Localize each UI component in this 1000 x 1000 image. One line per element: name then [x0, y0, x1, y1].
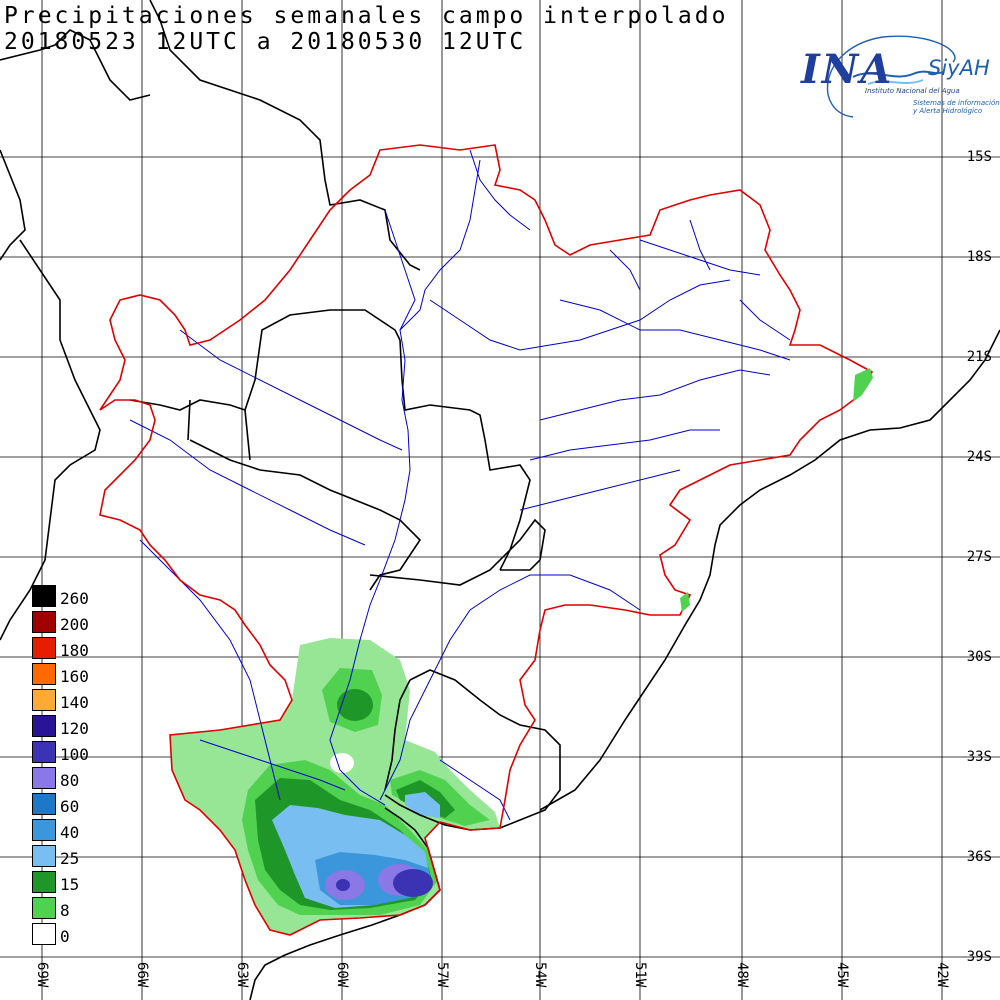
precip-patch-coast-north — [853, 368, 873, 402]
border-uruguay-argentina — [384, 679, 411, 791]
latitude-label: 36S — [966, 849, 992, 865]
latitude-label: 15S — [966, 149, 992, 165]
latitude-label: 39S — [966, 949, 992, 965]
longitude-label: 63W — [234, 962, 250, 988]
legend-swatch — [32, 923, 56, 945]
legend-swatch — [32, 637, 56, 659]
longitude-label: 54W — [532, 962, 548, 988]
legend-swatch — [32, 871, 56, 893]
legend-label: 120 — [60, 719, 89, 738]
legend-label: 160 — [60, 667, 89, 686]
legend-swatch — [32, 585, 56, 607]
legend-label: 25 — [60, 849, 80, 868]
precipitation-field — [170, 638, 500, 935]
border-bolivia-paraguay — [129, 309, 401, 412]
legend-label: 80 — [60, 771, 80, 790]
logo-tagline: Sistemas de información y Alerta Hidroló… — [913, 99, 1000, 115]
border-brazil-uruguay — [409, 669, 561, 829]
border-peru-bolivia — [149, 0, 421, 271]
latitude-label: 33S — [966, 749, 992, 765]
river-grande — [559, 299, 791, 361]
legend-swatch — [32, 819, 56, 841]
map-date-range: 20180523 12UTC a 20180530 12UTC — [4, 29, 527, 55]
precip-spot-100mm-small — [336, 879, 350, 891]
longitude-label: 66W — [134, 962, 150, 988]
river-parana-main — [329, 209, 416, 806]
legend-swatch — [32, 689, 56, 711]
longitude-label: 69W — [34, 962, 50, 988]
legend-label: 260 — [60, 589, 89, 608]
precip-patch-coast-south — [680, 592, 690, 612]
legend-swatch — [32, 611, 56, 633]
legend-swatch — [32, 663, 56, 685]
longitude-label: 60W — [334, 962, 350, 988]
longitude-label: 42W — [934, 962, 950, 988]
logo-siyah-text: SiyAH — [928, 56, 990, 80]
longitude-label: 57W — [434, 962, 450, 988]
latitude-label: 30S — [966, 649, 992, 665]
border-peru-coast — [0, 149, 26, 261]
river-iguazu — [519, 469, 681, 511]
map-title: Precipitaciones semanales campo interpol… — [4, 3, 729, 29]
legend-label: 0 — [60, 927, 70, 946]
precip-zone-dry — [330, 753, 354, 773]
logo-ina-text: INA — [801, 46, 894, 93]
river-paraguay — [399, 159, 481, 331]
logo-subtitle: Instituto Nacional del Agua — [865, 87, 960, 95]
legend-swatch — [32, 767, 56, 789]
legend-label: 140 — [60, 693, 89, 712]
river-pardo — [639, 239, 761, 276]
legend-label: 180 — [60, 641, 89, 660]
legend-swatch — [32, 845, 56, 867]
border-argentina-brazil — [369, 518, 546, 586]
legend-swatch — [32, 793, 56, 815]
latitude-label: 24S — [966, 449, 992, 465]
river-grande-north — [469, 149, 531, 231]
river-paranapanema — [529, 429, 720, 461]
legend-label: 60 — [60, 797, 80, 816]
rivers — [129, 149, 791, 821]
border-argentina-paraguay — [189, 439, 422, 591]
legend-label: 8 — [60, 901, 70, 920]
legend-swatch — [32, 715, 56, 737]
logo-swoosh-icon — [826, 35, 956, 118]
river-bermejo — [129, 419, 366, 546]
precip-spot-dark-green-north — [337, 689, 373, 721]
river-pilcomayo — [179, 329, 403, 451]
legend-swatch — [32, 897, 56, 919]
latitude-label: 18S — [966, 249, 992, 265]
border-paraguay-inner — [187, 399, 251, 461]
river-parana-upper — [429, 279, 731, 351]
border-bolivia-brazil-west — [0, 29, 151, 101]
river-saladillo — [199, 739, 346, 791]
la-plata-basin-boundary — [99, 144, 874, 936]
river-salado — [139, 539, 281, 801]
legend-label: 40 — [60, 823, 80, 842]
border-paraguay-brazil — [399, 339, 531, 571]
precip-zone-100mm — [393, 869, 433, 897]
river-uruguay — [379, 574, 641, 801]
legend-label: 200 — [60, 615, 89, 634]
longitude-label: 51W — [632, 962, 648, 988]
river-upper-tributaries — [609, 219, 791, 341]
latitude-label: 27S — [966, 549, 992, 565]
latitude-label: 21S — [966, 349, 992, 365]
legend-label: 15 — [60, 875, 80, 894]
longitude-label: 48W — [734, 962, 750, 988]
legend-swatch — [32, 741, 56, 763]
legend-label: 100 — [60, 745, 89, 764]
river-negro — [439, 759, 511, 821]
longitude-label: 45W — [834, 962, 850, 988]
ina-siyah-logo: INA SiyAH Instituto Nacional del Agua Si… — [793, 32, 1000, 132]
border-chile-bolivia — [0, 239, 101, 641]
precip-zone-25mm-east — [405, 792, 440, 818]
river-tiete — [539, 369, 771, 421]
coast-brazil-south — [539, 329, 1000, 811]
